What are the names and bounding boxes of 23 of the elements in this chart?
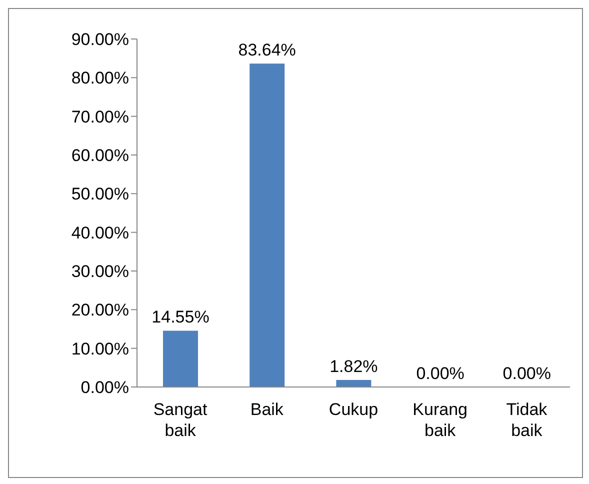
x-tick-label: Cukup (328, 400, 378, 419)
x-tick-label: Kurang baik (412, 400, 468, 440)
y-tick-label: 30.00% (71, 262, 129, 282)
data-label: 83.64% (238, 40, 296, 60)
data-label: 0.00% (416, 364, 464, 383)
y-tick-label: 40.00% (71, 223, 129, 242)
data-label: 0.00% (502, 364, 551, 383)
y-tick-label: 60.00% (71, 146, 129, 166)
x-tick-label: Baik (250, 400, 284, 419)
data-label: 14.55% (152, 308, 210, 327)
y-tick-label: 20.00% (71, 300, 129, 320)
y-tick-label: 70.00% (71, 107, 129, 126)
x-tick-label: Sangat baik (153, 400, 208, 440)
y-tick-label: 50.00% (71, 184, 129, 204)
bar (250, 64, 285, 387)
bar (336, 380, 372, 387)
y-tick-label: 90.00% (71, 30, 129, 50)
y-tick-label: 80.00% (71, 68, 129, 88)
bar (163, 330, 198, 387)
data-label: 1.82% (330, 356, 378, 376)
y-tick-label: 10.00% (71, 339, 129, 358)
x-tick-label: Tidak baik (506, 400, 548, 440)
y-tick-label: 0.00% (80, 378, 129, 398)
